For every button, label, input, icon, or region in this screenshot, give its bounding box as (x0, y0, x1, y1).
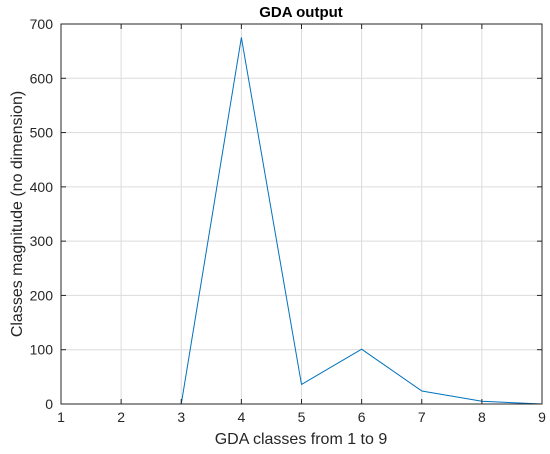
x-axis-label: GDA classes from 1 to 9 (215, 431, 388, 448)
y-tick-label: 200 (30, 287, 54, 303)
x-tick-label: 8 (478, 409, 486, 425)
y-tick-label: 400 (30, 179, 54, 195)
y-tick-label: 700 (30, 16, 54, 32)
x-tick-label: 3 (177, 409, 185, 425)
grid (61, 24, 542, 404)
x-tick-label: 9 (538, 409, 546, 425)
y-axis-label: Classes magnitude (no dimension) (9, 91, 26, 337)
ticks: 1 2 3 4 5 6 7 8 9 0 100 200 300 400 500 600 700 (30, 16, 546, 425)
y-tick-label: 500 (30, 125, 54, 141)
x-tick-label: 7 (418, 409, 426, 425)
chart-title: GDA output (259, 4, 343, 21)
y-tick-label: 0 (45, 396, 53, 412)
x-tick-label: 6 (358, 409, 366, 425)
y-tick-label: 600 (30, 70, 54, 86)
y-tick-label: 100 (30, 342, 54, 358)
x-tick-label: 1 (57, 409, 65, 425)
x-tick-label: 2 (117, 409, 125, 425)
y-tick-label: 300 (30, 233, 54, 249)
x-tick-label: 5 (298, 409, 306, 425)
x-tick-label: 4 (237, 409, 245, 425)
